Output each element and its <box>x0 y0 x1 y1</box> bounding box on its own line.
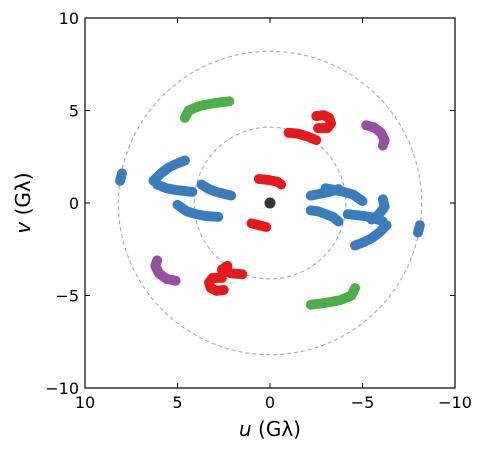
uv-point <box>413 227 423 238</box>
uv-point <box>117 168 127 179</box>
center-point <box>264 197 276 209</box>
uv-track-blue <box>320 183 368 207</box>
uv-track-blue <box>366 194 390 225</box>
uv-point <box>342 209 353 220</box>
uv-point <box>187 186 198 197</box>
uv-point <box>377 140 388 151</box>
uv-track-blue <box>413 220 425 238</box>
uv-point <box>237 269 248 280</box>
reference-circle-1 <box>193 126 347 280</box>
x-tick-label: −10 <box>438 393 472 412</box>
uv-track-blue <box>152 179 198 197</box>
uv-track-green <box>179 96 235 123</box>
uv-point <box>179 155 190 166</box>
uv-track-blue <box>172 199 224 222</box>
uv-track-red <box>203 272 229 296</box>
reference-circle-2 <box>117 50 423 356</box>
uv-track-blue <box>305 205 344 227</box>
uv-point <box>357 196 368 207</box>
uv-track-purple <box>361 120 390 151</box>
x-tick-label: 10 <box>75 393 95 412</box>
uv-point <box>216 272 227 283</box>
uv-track-red <box>311 110 337 134</box>
x-axis-label: u (Gλ) <box>239 417 301 441</box>
x-tick-label: 0 <box>265 393 275 412</box>
y-tick-label: 5 <box>69 102 79 121</box>
uv-track-blue <box>115 168 127 186</box>
reference-circles <box>117 50 423 356</box>
y-tick-label: 10 <box>59 9 79 28</box>
x-tick-label: 5 <box>172 393 182 412</box>
y-tick-label: −10 <box>45 379 79 398</box>
uv-point <box>276 179 287 190</box>
uv-points <box>115 96 425 310</box>
uv-track-blue <box>350 220 392 251</box>
uv-point <box>213 211 224 222</box>
uv-track-blue <box>148 155 190 186</box>
uv-track-purple <box>150 255 181 286</box>
y-tick-label: 0 <box>69 194 79 213</box>
y-axis-label: v (Gλ) <box>11 172 35 233</box>
uv-point <box>313 123 324 134</box>
x-tick-label: −5 <box>351 393 375 412</box>
uv-track-red <box>283 127 322 146</box>
uv-point <box>377 194 388 205</box>
uv-point <box>311 135 322 146</box>
uv-track-red <box>253 173 287 190</box>
uv-point <box>261 222 272 233</box>
uv-point <box>226 190 237 201</box>
uv-point <box>152 255 163 266</box>
uv-track-blue <box>196 179 237 201</box>
uv-track-red <box>216 260 248 280</box>
axis-ticks <box>84 17 456 389</box>
y-tick-label: −5 <box>55 287 79 306</box>
uv-point <box>350 240 361 251</box>
uv-track-green <box>305 283 361 310</box>
uv-point <box>350 283 361 294</box>
uv-point <box>333 216 344 227</box>
uv-point <box>224 96 235 107</box>
uv-track-red <box>246 218 272 233</box>
